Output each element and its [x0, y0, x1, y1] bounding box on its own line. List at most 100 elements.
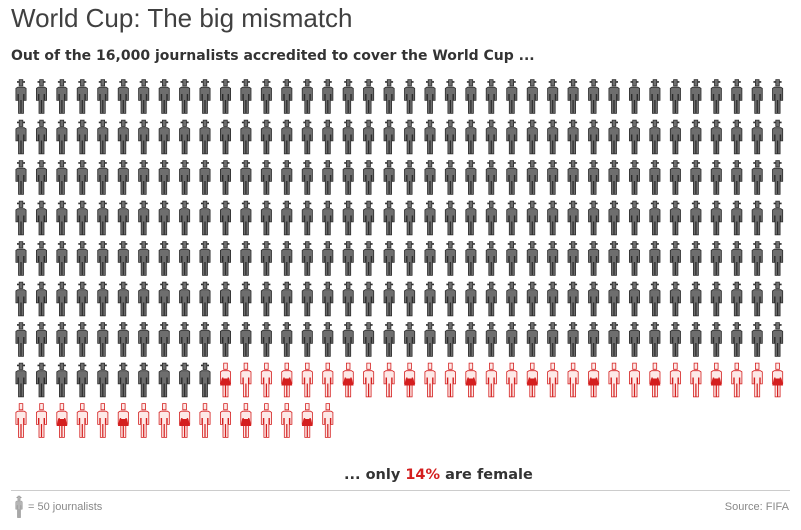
male-journalist-icon — [567, 241, 579, 276]
male-journalist-icon — [260, 322, 272, 357]
male-journalist-icon — [772, 281, 784, 317]
male-journalist-icon — [342, 281, 354, 317]
male-journalist-icon — [179, 281, 191, 317]
male-journalist-icon — [219, 119, 232, 155]
male-journalist-icon — [751, 119, 763, 155]
male-journalist-icon — [772, 160, 784, 195]
male-journalist-icon — [567, 160, 579, 195]
male-journalist-icon — [15, 362, 27, 398]
female-journalist-icon — [260, 403, 272, 438]
dress-mark — [56, 419, 68, 426]
male-journalist-icon — [281, 119, 293, 155]
male-journalist-icon — [260, 119, 272, 155]
male-journalist-icon — [751, 281, 763, 317]
male-journalist-icon — [567, 200, 579, 236]
female-journalist-icon — [444, 362, 456, 398]
male-journalist-icon — [117, 281, 129, 317]
male-journalist-icon — [669, 241, 681, 276]
male-journalist-icon — [404, 322, 416, 357]
male-journalist-icon — [240, 200, 252, 236]
male-journalist-icon — [158, 79, 170, 114]
female-journalist-icon — [97, 403, 109, 438]
female-journalist-icon — [628, 362, 641, 398]
male-journalist-icon — [15, 160, 27, 195]
male-journalist-icon — [179, 119, 191, 155]
male-journalist-icon — [199, 322, 211, 357]
male-journalist-icon — [465, 79, 477, 114]
male-journalist-icon — [444, 160, 456, 195]
male-journalist-icon — [465, 200, 477, 236]
male-journalist-icon — [363, 281, 375, 317]
male-journalist-icon — [342, 119, 354, 155]
male-journalist-icon — [240, 241, 252, 276]
male-journalist-icon — [506, 200, 518, 236]
male-journalist-icon — [342, 79, 354, 114]
male-journalist-icon — [117, 119, 129, 155]
male-journalist-icon — [15, 119, 27, 155]
female-journalist-icon — [424, 362, 436, 398]
male-journalist-icon — [628, 200, 641, 236]
female-share-annotation: ... only 14% are female — [344, 467, 533, 483]
male-journalist-icon — [301, 200, 313, 236]
male-journalist-icon — [404, 200, 416, 236]
male-journalist-icon — [56, 200, 68, 236]
male-journalist-icon — [97, 281, 109, 317]
dress-mark — [588, 378, 599, 386]
female-journalist-icon — [35, 403, 48, 438]
male-journalist-icon — [219, 79, 232, 114]
dress-mark — [526, 378, 538, 386]
male-journalist-icon — [363, 79, 375, 114]
male-journalist-icon — [97, 241, 109, 276]
male-journalist-icon — [628, 160, 641, 195]
male-journalist-icon — [138, 362, 150, 398]
male-journalist-icon — [649, 322, 661, 357]
male-journalist-icon — [342, 160, 354, 195]
male-journalist-icon — [15, 200, 27, 236]
male-journalist-icon — [710, 322, 722, 357]
male-journalist-icon — [628, 119, 641, 155]
male-journalist-icon — [526, 322, 538, 357]
male-journalist-icon — [404, 281, 416, 317]
male-journalist-icon — [56, 160, 68, 195]
male-journalist-icon — [35, 322, 48, 357]
chart-title: World Cup: The big mismatch — [11, 3, 353, 33]
male-journalist-icon — [690, 160, 702, 195]
male-journalist-icon — [710, 160, 722, 195]
male-journalist-icon — [444, 241, 456, 276]
male-journalist-icon — [199, 200, 211, 236]
male-journalist-icon — [404, 79, 416, 114]
male-journalist-icon — [199, 241, 211, 276]
male-journalist-icon — [138, 119, 150, 155]
male-journalist-icon — [240, 119, 252, 155]
male-journalist-icon — [731, 119, 743, 155]
male-journalist-icon — [281, 79, 293, 114]
male-journalist-icon — [219, 200, 232, 236]
male-journalist-icon — [383, 79, 395, 114]
female-journalist-icon — [260, 362, 272, 398]
male-journalist-icon — [772, 79, 784, 114]
male-journalist-icon — [444, 119, 456, 155]
male-journalist-icon — [260, 160, 272, 195]
male-journalist-icon — [731, 281, 743, 317]
annotation-prefix: ... only — [344, 467, 401, 483]
male-journalist-icon — [404, 241, 416, 276]
male-journalist-icon — [649, 160, 661, 195]
male-journalist-icon — [158, 322, 170, 357]
male-journalist-icon — [322, 281, 334, 317]
male-journalist-icon — [444, 200, 456, 236]
male-journalist-icon — [15, 281, 27, 317]
male-journalist-icon — [567, 79, 579, 114]
male-journalist-icon — [710, 200, 722, 236]
male-journalist-icon — [731, 79, 743, 114]
female-journalist-icon — [567, 362, 579, 398]
male-journalist-icon — [465, 160, 477, 195]
female-journalist-icon — [158, 403, 170, 438]
male-journalist-icon — [35, 160, 48, 195]
male-journalist-icon — [751, 160, 763, 195]
male-journalist-icon — [56, 322, 68, 357]
male-journalist-icon — [158, 241, 170, 276]
male-journalist-icon — [526, 79, 538, 114]
male-journalist-icon — [424, 160, 436, 195]
male-journalist-icon — [506, 119, 518, 155]
male-journalist-icon — [240, 322, 252, 357]
